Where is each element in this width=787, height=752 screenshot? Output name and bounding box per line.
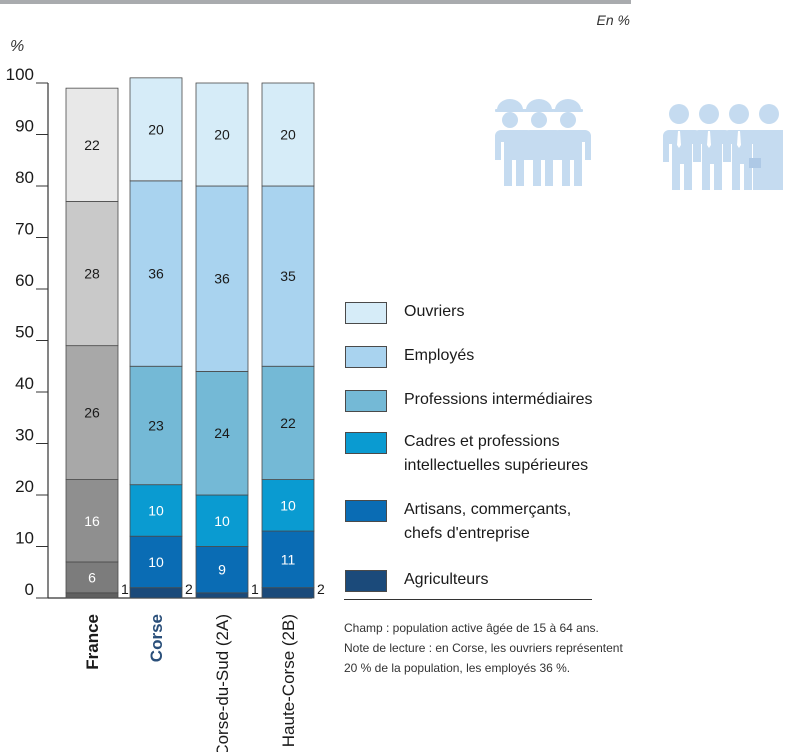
legend-label: Cadres et professions intellectuelles su… <box>404 433 589 474</box>
bar-value-label: 20 <box>148 121 164 137</box>
y-tick-label: 100 <box>6 65 34 84</box>
bar-segment <box>261 587 315 599</box>
bar-value-label: 36 <box>148 266 164 282</box>
legend-label: Employés <box>404 347 475 364</box>
legend-label: Agriculteurs <box>404 571 489 588</box>
bar-segment <box>129 484 183 537</box>
chart-notes: Champ : population active âgée de 15 à 6… <box>344 618 634 678</box>
legend-item-agriculteurs: Agriculteurs <box>345 570 488 592</box>
bar-segment <box>195 82 249 187</box>
reading-note-line2: 20 % de la population, les employés 36 %… <box>344 661 571 675</box>
legend-item-prof_inter: Professions intermédiaires <box>345 390 593 412</box>
y-tick-label: 0 <box>25 580 34 599</box>
bar-value-label: 23 <box>148 417 164 433</box>
employees-pictogram-icon <box>663 104 783 190</box>
bar-segment <box>129 365 183 486</box>
x-category-label: Corse <box>147 614 166 662</box>
bar-segment <box>261 479 315 532</box>
bar-segment <box>129 535 183 589</box>
bar-value-label: 22 <box>84 137 100 153</box>
bar-value-label: 10 <box>148 554 164 570</box>
bar-value-label: 11 <box>281 551 296 567</box>
bar-value-label: 2 <box>185 581 193 597</box>
bar-segment <box>195 592 249 599</box>
y-tick-label: 90 <box>15 117 34 136</box>
bar-value-label: 1 <box>121 581 129 597</box>
legend-item-cadres: Cadres et professions intellectuelles su… <box>345 432 588 478</box>
bar-segment <box>129 587 183 599</box>
legend-item-employes: Employés <box>345 346 474 368</box>
header-rule <box>0 0 631 4</box>
bar-value-label: 6 <box>88 569 96 585</box>
legend-swatch <box>345 570 387 592</box>
bar-segment <box>129 77 183 182</box>
y-tick-label: 30 <box>15 426 34 445</box>
bar-segment <box>129 180 183 367</box>
y-tick-label: 80 <box>15 168 34 187</box>
legend-label: Ouvriers <box>404 303 465 320</box>
y-tick-label: 60 <box>15 271 34 290</box>
legend-item-ouvriers: Ouvriers <box>345 302 464 324</box>
bar-value-label: 9 <box>218 562 226 578</box>
x-category-label: Corse-du-Sud (2A) <box>213 614 232 752</box>
bar-segment <box>195 494 249 547</box>
bar-value-label: 20 <box>280 127 296 143</box>
reading-note-line1: Note de lecture : en Corse, les ouvriers… <box>344 641 623 655</box>
y-tick-label: 70 <box>15 220 34 239</box>
bar-value-label: 35 <box>280 268 296 284</box>
bar-value-label: 10 <box>214 513 230 529</box>
scope-note: Champ : population active âgée de 15 à 6… <box>344 621 599 635</box>
bar-segment <box>195 185 249 372</box>
bar-segment <box>195 370 249 496</box>
bar-segment <box>65 479 119 563</box>
y-tick-label: 50 <box>15 323 34 342</box>
x-category-label: Haute-Corse (2B) <box>279 614 298 747</box>
bar-value-label: 2 <box>317 581 325 597</box>
bar-value-label: 10 <box>148 502 164 518</box>
bar-value-label: 26 <box>84 405 100 421</box>
bar-segment <box>65 345 119 480</box>
legend-label: Professions intermédiaires <box>404 391 593 408</box>
bar-segment <box>65 87 119 202</box>
unit-note: En % <box>596 12 630 28</box>
bar-value-label: 22 <box>280 415 296 431</box>
y-tick-label: 10 <box>15 529 34 548</box>
bar-segment <box>195 546 249 594</box>
x-category-label: France <box>83 614 102 670</box>
bar-segment <box>65 592 119 599</box>
legend-swatch <box>345 302 387 324</box>
notes-divider <box>344 599 592 600</box>
bar-segment <box>261 82 315 187</box>
bar-segment <box>65 561 119 594</box>
legend-swatch <box>345 432 387 454</box>
bar-value-label: 20 <box>214 127 230 143</box>
bar-segment <box>261 365 315 480</box>
bar-value-label: 36 <box>214 271 230 287</box>
legend-label: Artisans, commerçants, chefs d'entrepris… <box>404 501 572 542</box>
y-tick-label: 20 <box>15 477 34 496</box>
y-axis-unit: % <box>10 38 25 55</box>
bar-value-label: 10 <box>280 497 296 513</box>
bar-value-label: 16 <box>84 513 100 529</box>
bar-value-label: 28 <box>84 266 100 282</box>
legend-swatch <box>345 500 387 522</box>
bar-value-label: 24 <box>214 425 230 441</box>
legend-item-artisans: Artisans, commerçants, chefs d'entrepris… <box>345 500 571 546</box>
y-tick-label: 40 <box>15 374 34 393</box>
workers-pictogram-icon <box>493 99 591 186</box>
legend-swatch <box>345 390 387 412</box>
bar-value-label: 1 <box>251 581 259 597</box>
legend-swatch <box>345 346 387 368</box>
bar-segment <box>261 185 315 367</box>
